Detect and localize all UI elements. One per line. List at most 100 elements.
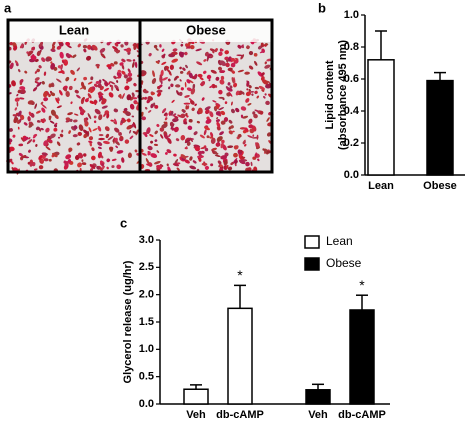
cell <box>248 65 254 70</box>
cell <box>229 85 233 89</box>
cell <box>8 128 13 132</box>
cell <box>38 155 43 160</box>
cell <box>65 117 71 121</box>
cell <box>221 139 225 144</box>
cell <box>154 139 158 142</box>
cell <box>41 152 48 156</box>
cell <box>199 134 205 139</box>
cell <box>240 54 245 60</box>
cell <box>176 90 180 96</box>
cell <box>168 133 171 138</box>
cell <box>220 142 224 149</box>
cell <box>73 77 77 82</box>
cell <box>256 95 260 99</box>
cell <box>55 122 58 125</box>
cell <box>124 85 130 91</box>
cell <box>209 136 214 139</box>
cell <box>148 52 152 57</box>
cell <box>83 133 88 139</box>
cell <box>48 83 54 88</box>
cell <box>156 164 163 170</box>
bar <box>367 59 395 176</box>
cell <box>183 102 191 105</box>
x-tick-label: db-cAMP <box>338 409 386 421</box>
cell <box>13 45 18 51</box>
cell <box>188 119 193 123</box>
cell <box>265 100 270 106</box>
cell <box>179 79 182 82</box>
cell <box>59 51 64 59</box>
cell <box>169 121 174 127</box>
image-label: Lean <box>59 22 89 37</box>
cell <box>201 97 205 101</box>
cell <box>116 150 124 154</box>
cell <box>204 126 210 131</box>
cell <box>118 132 122 136</box>
cell <box>50 48 56 53</box>
cell <box>230 108 235 114</box>
cell <box>170 83 174 88</box>
cell <box>244 71 250 75</box>
cell <box>132 121 137 129</box>
cell <box>29 159 33 164</box>
cell <box>233 82 238 88</box>
cell <box>48 158 52 162</box>
cell <box>100 165 105 172</box>
cell <box>38 165 44 170</box>
cell <box>159 164 164 167</box>
cell <box>209 111 214 118</box>
y-tick-label: 3.0 <box>139 234 154 246</box>
cell <box>247 135 253 139</box>
cell <box>262 148 265 151</box>
cell <box>164 117 168 121</box>
cell <box>88 136 94 141</box>
cell <box>218 107 225 111</box>
cell <box>245 98 250 103</box>
cell <box>216 117 219 120</box>
cell <box>126 47 132 53</box>
cell <box>24 122 27 125</box>
cell <box>129 103 135 110</box>
cell <box>114 137 118 142</box>
y-axis-label: Lipid content <box>324 60 336 129</box>
cell <box>14 97 20 102</box>
cell <box>43 140 49 147</box>
cell <box>34 58 39 63</box>
cell <box>49 120 55 124</box>
cell <box>245 91 252 97</box>
cell <box>216 136 223 142</box>
cell <box>79 111 84 116</box>
cell <box>241 45 245 49</box>
cell <box>251 93 254 96</box>
cell <box>173 153 177 157</box>
cell <box>228 119 233 124</box>
cell <box>41 57 46 63</box>
cell <box>159 74 163 81</box>
cell <box>242 115 249 119</box>
cell <box>121 64 125 70</box>
cell <box>187 125 193 131</box>
cell <box>159 127 165 132</box>
cell <box>55 97 60 104</box>
cell <box>167 137 172 144</box>
cell <box>153 102 156 107</box>
cell <box>183 118 187 123</box>
cell <box>218 66 223 71</box>
cell <box>111 165 115 169</box>
cell <box>154 130 158 135</box>
cell <box>163 112 168 116</box>
cell <box>28 149 31 153</box>
cell <box>127 152 132 159</box>
cell <box>50 62 56 70</box>
cell <box>73 119 78 123</box>
bar <box>183 388 209 405</box>
cell <box>264 93 267 96</box>
significance-mark: * <box>237 267 243 283</box>
cell <box>227 82 231 86</box>
cell <box>179 70 184 74</box>
cell <box>56 78 62 83</box>
cell <box>261 72 265 77</box>
image-label: Obese <box>186 22 226 37</box>
cell <box>65 154 72 160</box>
cell <box>225 164 229 169</box>
